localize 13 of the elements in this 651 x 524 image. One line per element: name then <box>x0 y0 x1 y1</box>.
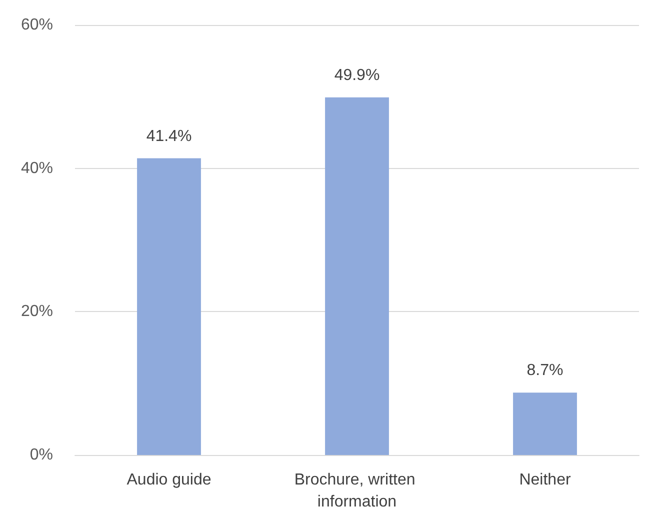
data-label: 8.7% <box>526 362 564 380</box>
data-label: 49.9% <box>334 66 380 84</box>
x-tick-label: Brochure, written information <box>294 472 420 510</box>
y-tick-label: 20% <box>20 303 53 320</box>
bar <box>137 158 201 455</box>
x-tick-label: Audio guide <box>126 472 212 488</box>
y-tick-label: 0% <box>30 446 53 464</box>
data-label: 41.4% <box>146 128 192 145</box>
y-tick-label: 60% <box>20 16 53 34</box>
y-tick-label: 40% <box>20 160 53 177</box>
bar <box>513 392 577 455</box>
x-tick-label: Neither <box>519 472 572 488</box>
bar <box>325 97 389 455</box>
